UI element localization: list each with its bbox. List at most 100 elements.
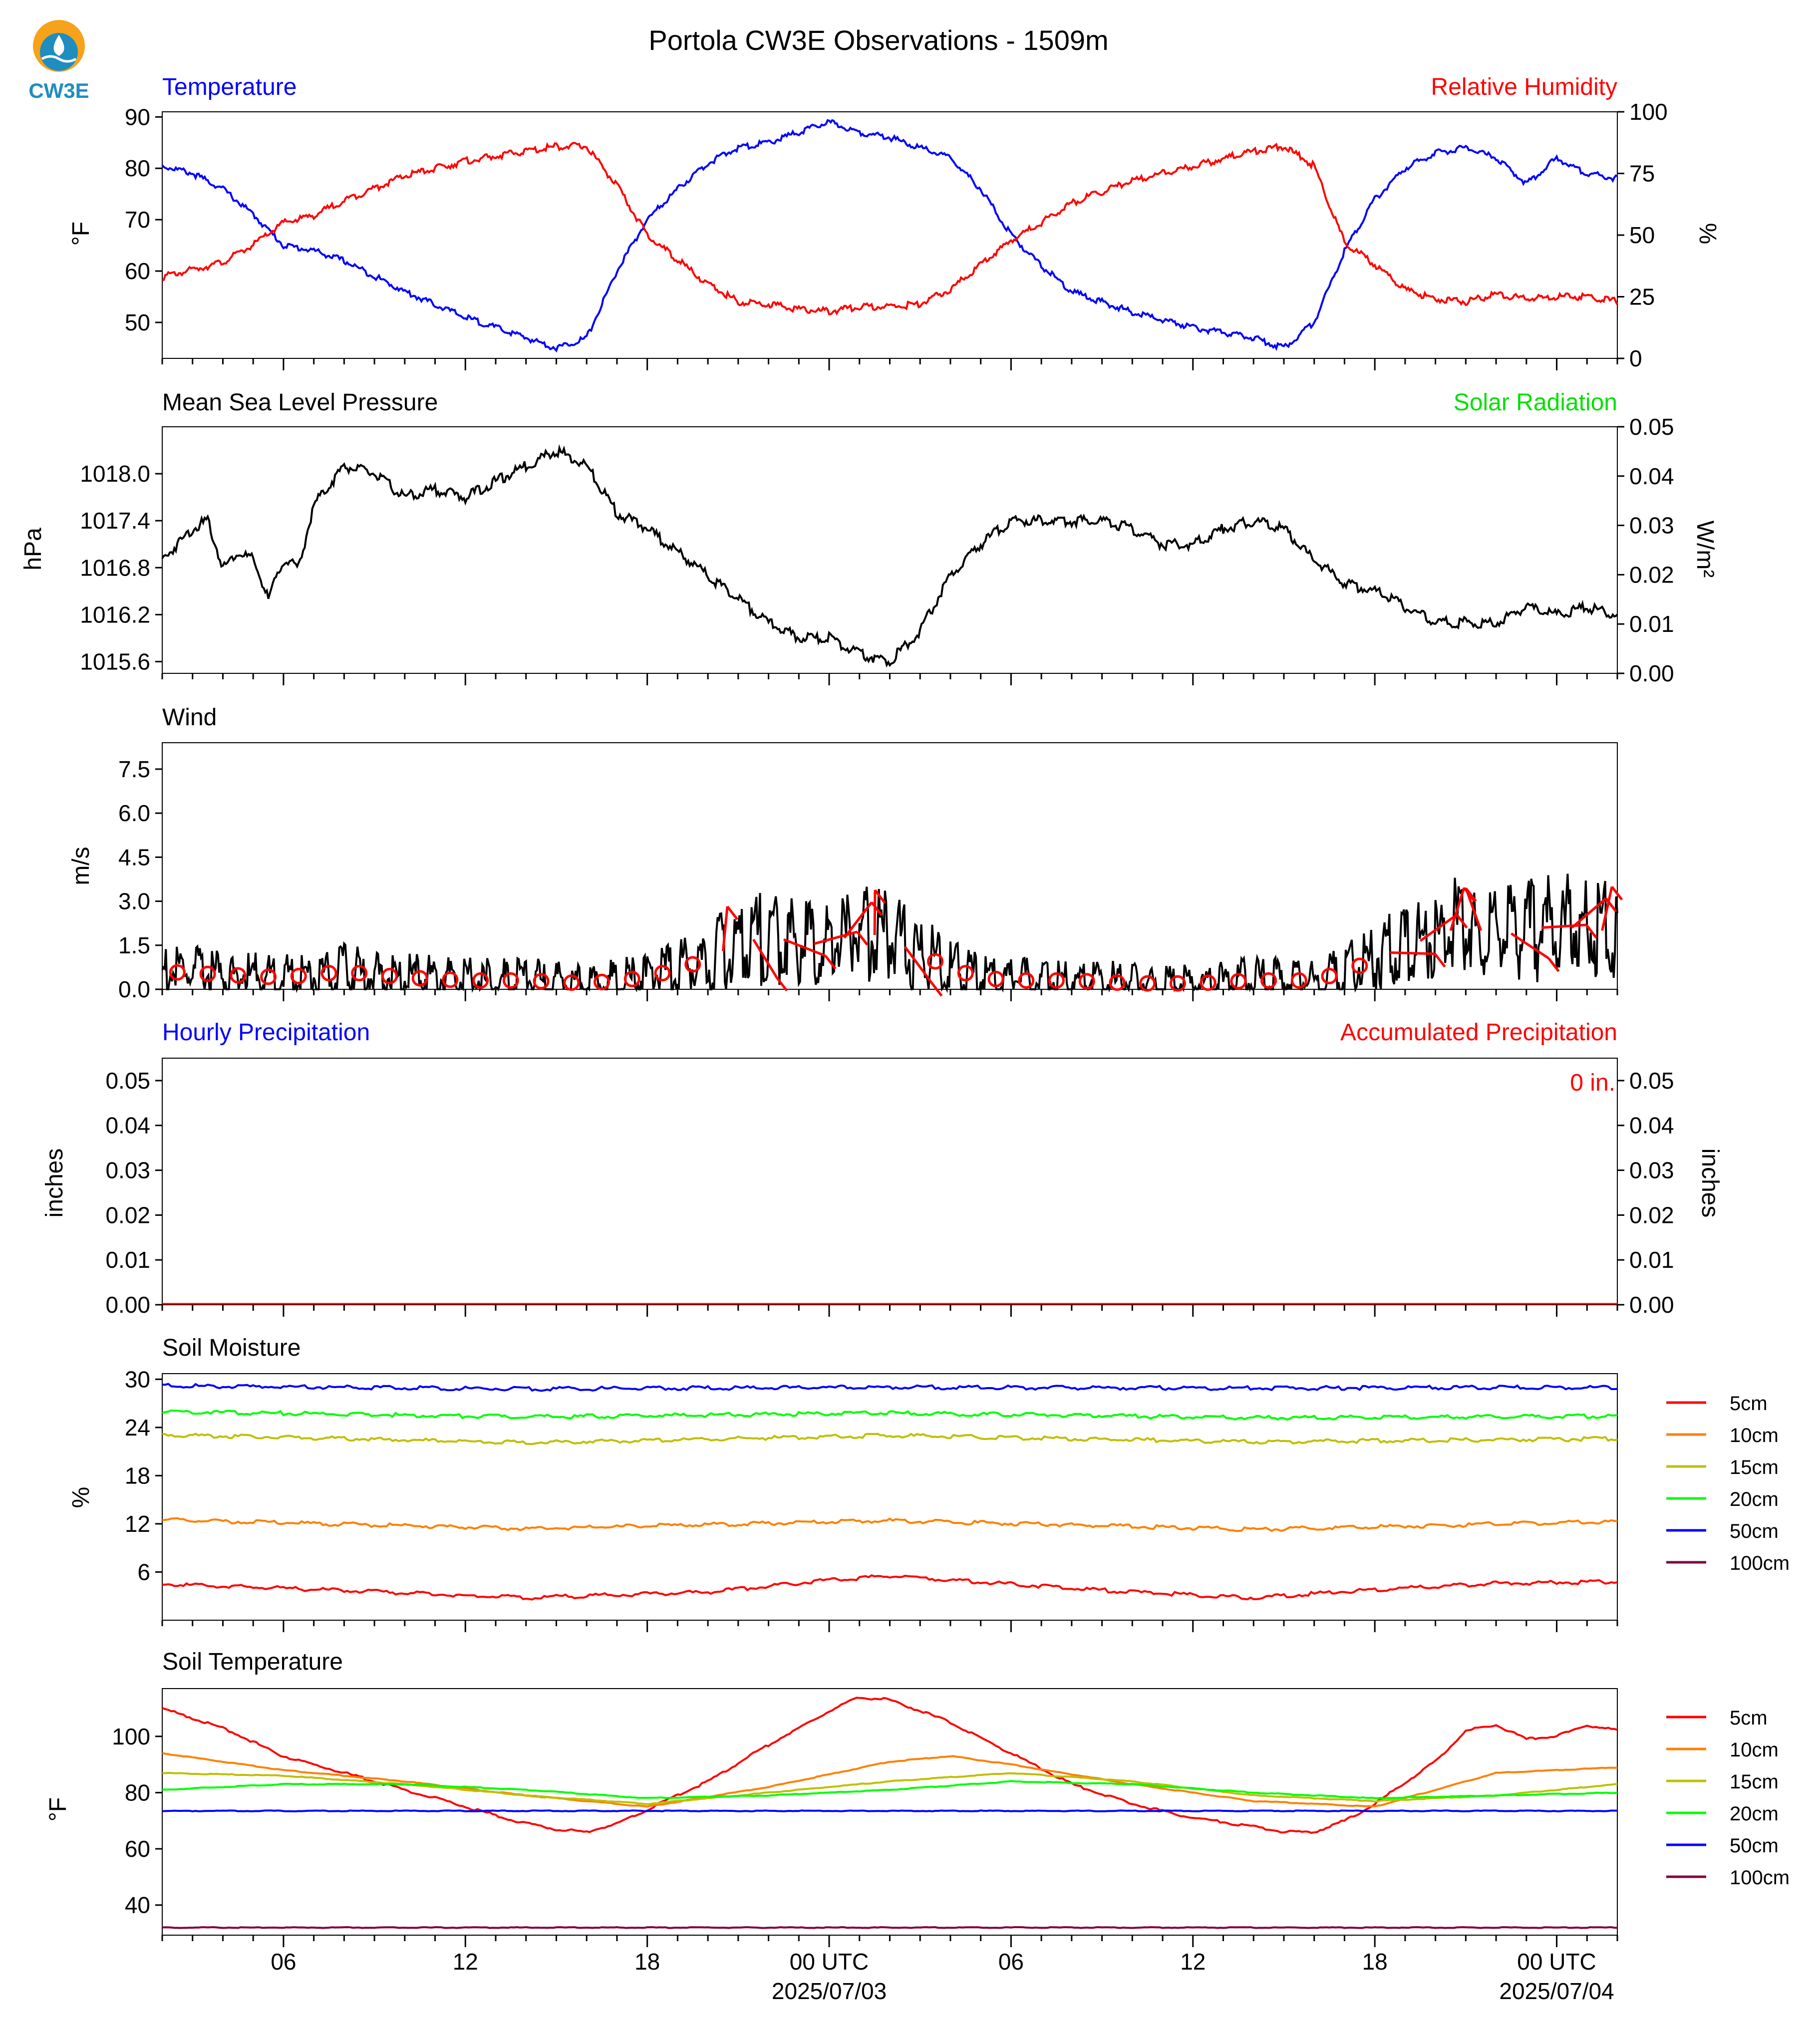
calm-wind-circle — [1351, 957, 1368, 974]
temperature-ytick-label: 90 — [125, 104, 150, 130]
soil-moisture-title: Soil Moisture — [162, 1335, 301, 1361]
x-tick-label: 18 — [1362, 1949, 1388, 1975]
precip-panel: Hourly Precipitation Accumulated Precipi… — [41, 1019, 1723, 1318]
calm-wind-circle — [987, 970, 1004, 987]
temperature-series-line — [161, 119, 1618, 353]
wind-title: Wind — [162, 704, 217, 731]
wind-barb-shaft — [1449, 887, 1466, 931]
calm-wind-circle — [957, 965, 974, 982]
calm-wind-circle — [381, 968, 398, 985]
pressure-left-ticks: 1015.6 1016.2 1016.8 1017.4 1018.0 — [80, 461, 162, 674]
soil-moisture-line-15cm — [162, 1433, 1618, 1446]
soil-moisture-ytick-label: 18 — [125, 1462, 150, 1488]
soil-temp-ytick-label: 40 — [125, 1892, 150, 1918]
wind-barb-shaft — [1511, 932, 1549, 960]
calm-wind-circle — [594, 973, 610, 990]
wind-left-ticks: 0.0 1.5 3.0 4.5 6.0 7.5 — [118, 756, 162, 1002]
accum-right-ticks: 0.00 0.01 0.02 0.03 0.04 0.05 — [1617, 1068, 1674, 1318]
precip-plot-frame — [162, 1058, 1618, 1305]
soil-temp-line-15cm — [162, 1771, 1618, 1805]
soil-moisture-legend-label: 10cm — [1730, 1425, 1779, 1447]
wind-series-line — [161, 873, 1618, 993]
temperature-title: Temperature — [162, 74, 297, 100]
pressure-ytick-label: 1018.0 — [80, 461, 150, 487]
calm-wind-circle — [351, 965, 368, 982]
solar-ytick-label: 0.03 — [1629, 513, 1674, 539]
wind-barb-flag — [930, 982, 943, 997]
calm-wind-circle — [320, 965, 337, 982]
wind-ytick-label: 4.5 — [118, 844, 150, 870]
calm-wind-circle — [533, 973, 550, 990]
precip-ylabel: inches — [41, 1149, 68, 1218]
x-date-label: 2025/07/04 — [1499, 1978, 1614, 2004]
wind-barb-flag — [1611, 885, 1623, 901]
temperature-panel: Temperature Relative Humidity °F % 50 60 7… — [68, 74, 1721, 371]
accum-total-label: 0 in. — [1570, 1070, 1615, 1096]
soil-moisture-legend-label: 20cm — [1730, 1488, 1779, 1510]
humidity-ytick-label: 75 — [1629, 161, 1655, 187]
soil-temp-ylabel: °F — [45, 1797, 71, 1822]
wind-barb-flag — [824, 955, 837, 970]
wind-barb-flag — [1585, 924, 1597, 939]
humidity-ytick-label: 0 — [1629, 345, 1642, 371]
temperature-ylabel: °F — [68, 222, 94, 246]
precip-ytick-label: 0.01 — [105, 1247, 150, 1273]
soil-temp-legend-label: 20cm — [1730, 1803, 1779, 1825]
accum-ytick-label: 0.02 — [1629, 1202, 1674, 1228]
wind-barb-flag — [871, 901, 883, 916]
wind-barb-shaft — [1571, 897, 1607, 929]
precip-ytick-label: 0.05 — [105, 1068, 150, 1094]
soil-moisture-legend-label: 100cm — [1730, 1552, 1790, 1574]
wind-barb-flag — [856, 931, 869, 946]
soil-moisture-left-ticks: 6 12 18 24 30 — [125, 1366, 162, 1585]
pressure-plot-frame — [162, 426, 1618, 674]
temperature-x-ticks — [161, 358, 1618, 370]
calm-wind-circle — [927, 953, 944, 970]
calm-wind-circle — [1260, 972, 1277, 989]
calm-wind-circle — [411, 970, 428, 987]
x-tick-label: 00 UTC — [790, 1949, 869, 1975]
precip-ytick-label: 0.04 — [105, 1113, 150, 1139]
wind-barb-flag — [776, 977, 788, 992]
soil-moisture-x-ticks — [161, 1620, 1618, 1632]
wind-barb-flag — [874, 889, 886, 904]
accum-ylabel: inches — [1697, 1149, 1723, 1218]
humidity-title: Relative Humidity — [1431, 74, 1617, 100]
wind-barb-shaft — [722, 906, 729, 951]
wind-barb-shaft — [1465, 887, 1483, 931]
pressure-ytick-label: 1016.2 — [80, 601, 150, 627]
soil-temp-x-ticks — [161, 1935, 1618, 1947]
wind-barb-flag — [1547, 957, 1560, 972]
solar-ytick-label: 0.04 — [1629, 463, 1674, 489]
soil-temp-title: Soil Temperature — [162, 1649, 343, 1675]
calm-wind-circle — [1230, 973, 1247, 990]
soil-moisture-line-10cm — [162, 1517, 1618, 1532]
pressure-ylabel: hPa — [20, 528, 46, 571]
wind-ylabel: m/s — [68, 847, 94, 885]
wind-barb-flag — [726, 905, 739, 920]
x-tick-label: 12 — [1180, 1949, 1206, 1975]
temperature-ytick-label: 70 — [125, 207, 150, 233]
temperature-ytick-label: 50 — [125, 309, 150, 335]
precip-ytick-label: 0.02 — [105, 1202, 150, 1228]
soil-moisture-ytick-label: 30 — [125, 1366, 150, 1392]
temperature-left-ticks: 50 60 70 80 90 — [125, 104, 162, 335]
soil-temp-legend-label: 15cm — [1730, 1771, 1779, 1793]
soil-temp-legend-label: 100cm — [1730, 1867, 1790, 1889]
wind-ytick-label: 6.0 — [118, 800, 150, 826]
wind-barb-shaft — [1601, 886, 1613, 931]
soil-moisture-ylabel: % — [68, 1487, 94, 1508]
soil-temp-line-5cm — [162, 1697, 1618, 1834]
humidity-ytick-label: 50 — [1629, 222, 1655, 248]
soil-temp-ytick-label: 100 — [112, 1724, 150, 1749]
pressure-ytick-label: 1016.8 — [80, 555, 150, 580]
soil-moisture-panel: Soil Moisture % 6 12 18 24 30 5cm 10cm 15cm 20c… — [68, 1335, 1790, 1632]
humidity-ylabel: % — [1694, 223, 1721, 245]
accum-ytick-label: 0.01 — [1629, 1247, 1674, 1273]
temperature-ytick-label: 60 — [125, 258, 150, 284]
pressure-ytick-label: 1017.4 — [80, 508, 150, 534]
wind-barb-shaft — [814, 930, 858, 945]
solar-right-ticks: 0.00 0.01 0.02 0.03 0.04 0.05 — [1617, 414, 1674, 686]
logo-wave-icon — [41, 55, 77, 63]
